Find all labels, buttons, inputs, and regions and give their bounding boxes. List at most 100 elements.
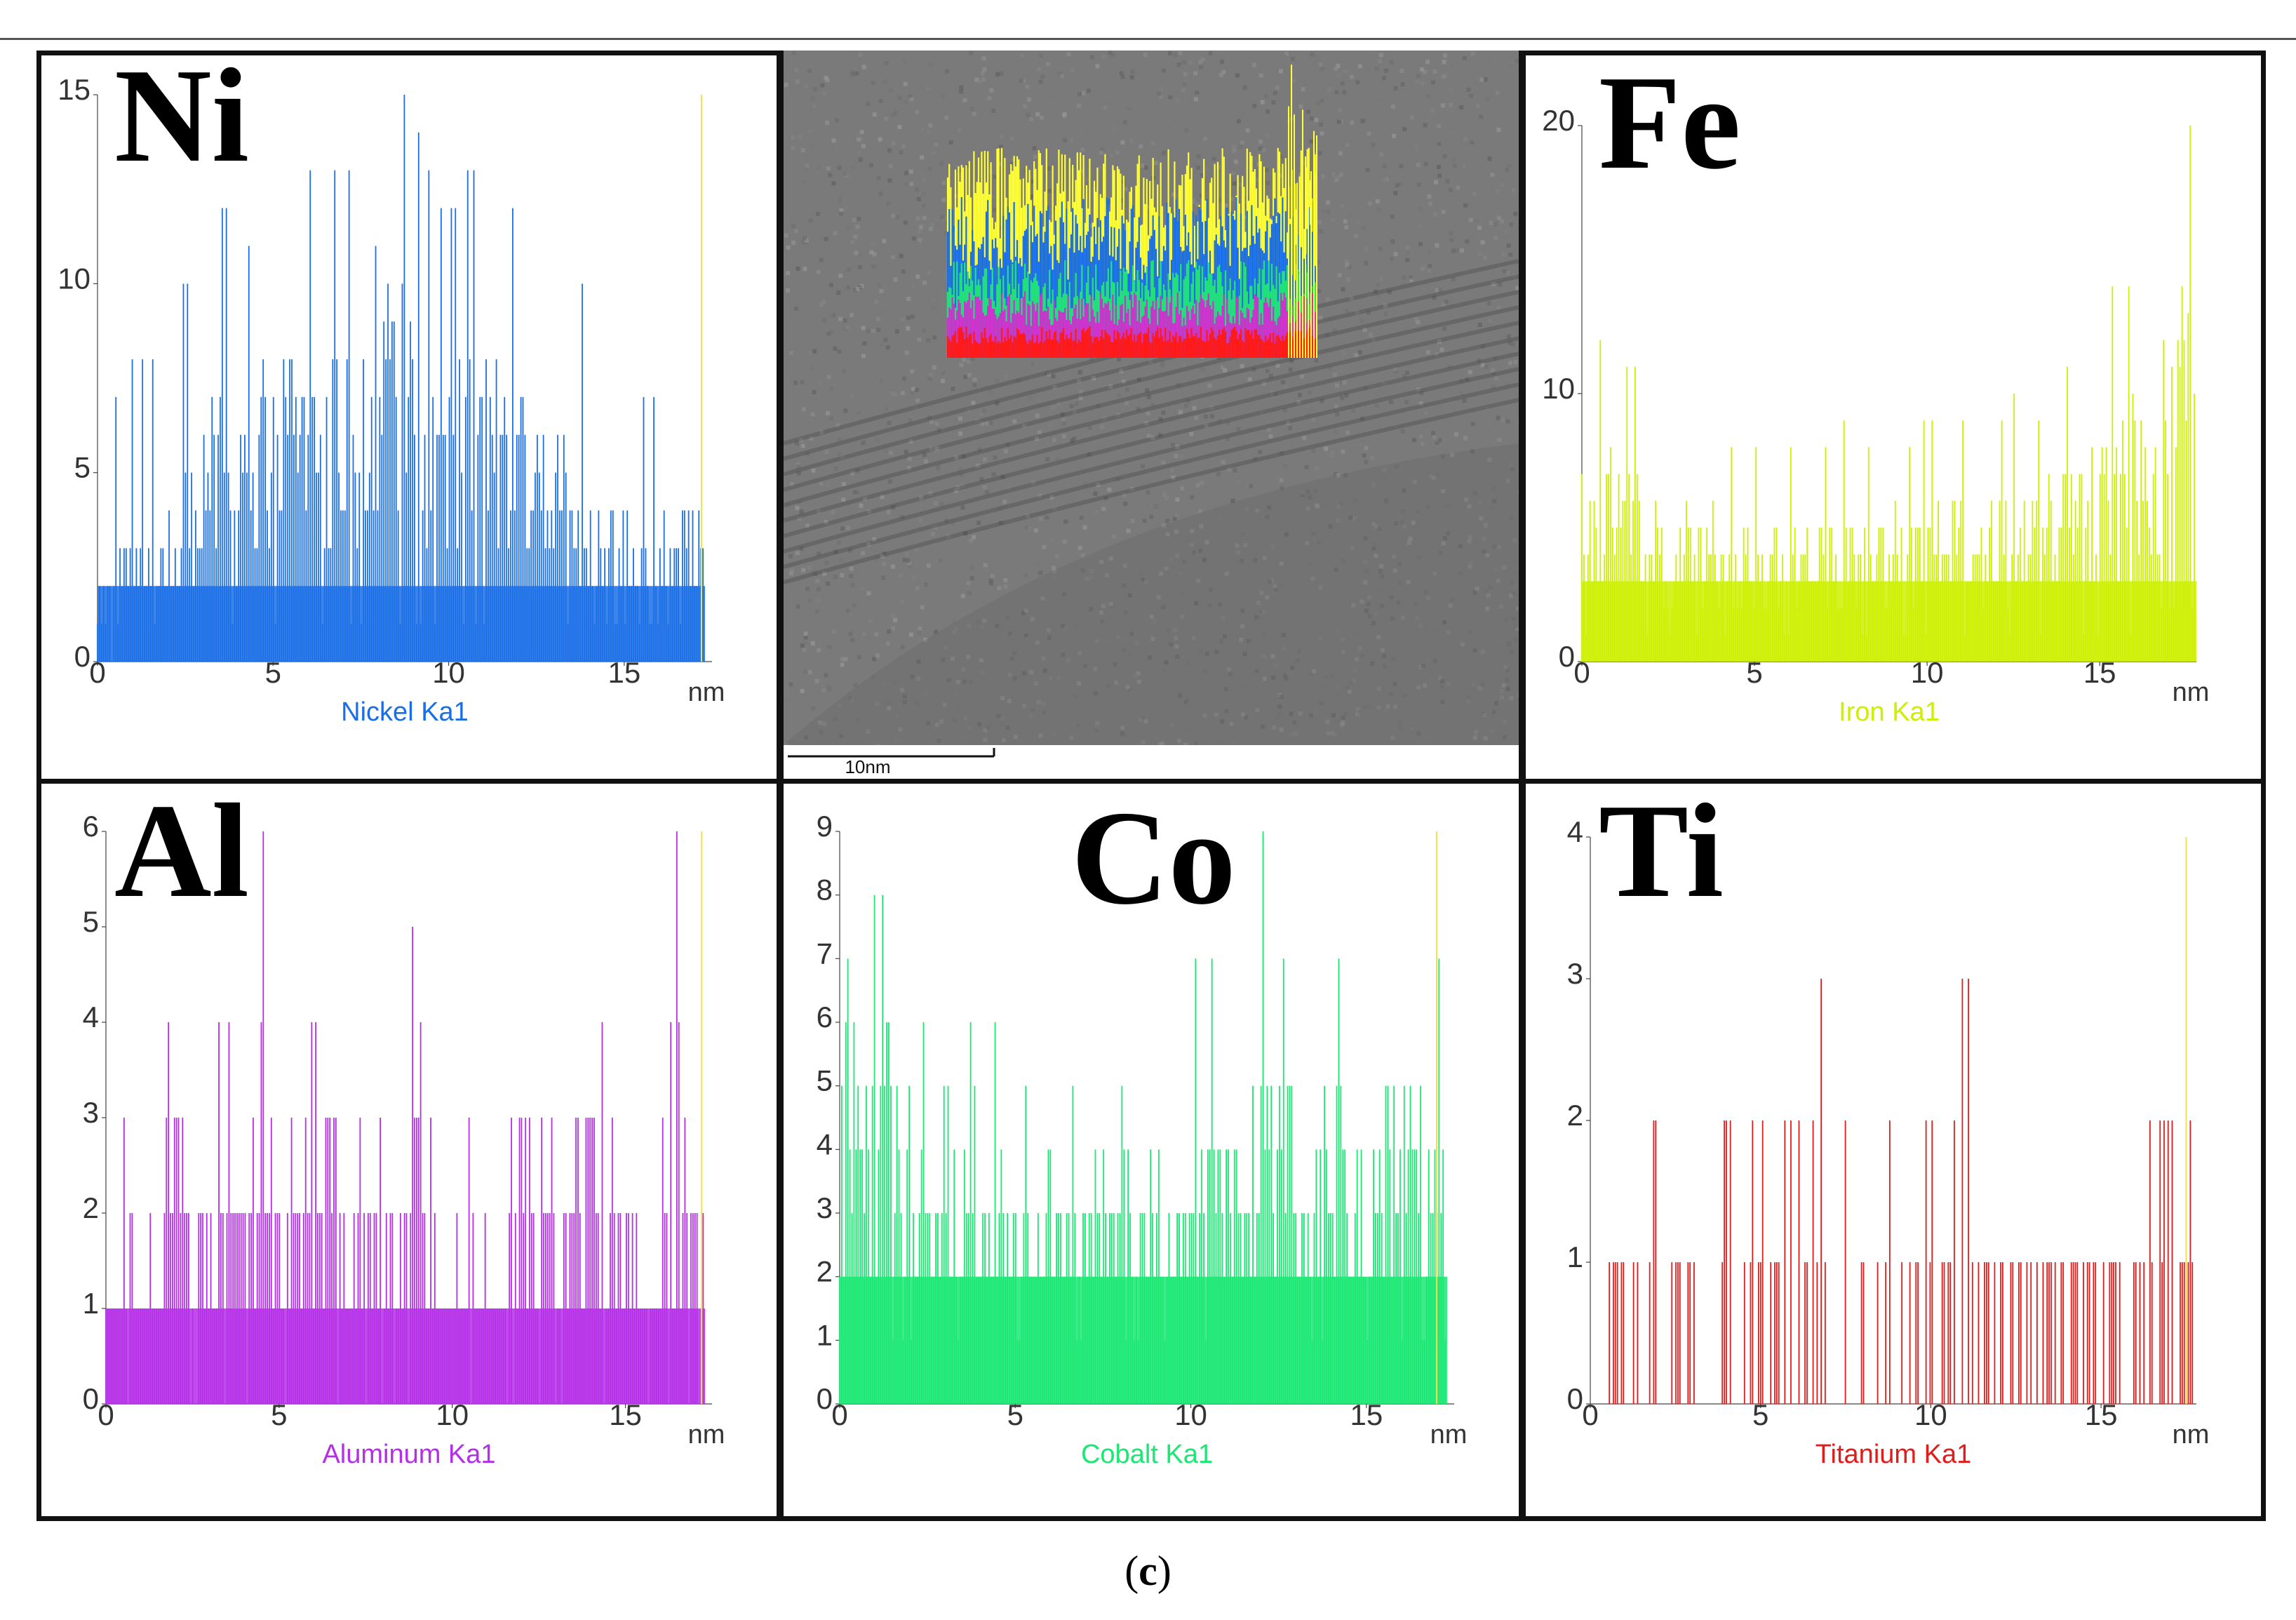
tem-grain xyxy=(1052,732,1056,737)
tem-fringe xyxy=(784,305,1519,492)
tem-grain xyxy=(1247,427,1251,431)
tem-grain xyxy=(1071,375,1076,380)
tem-grain xyxy=(951,521,955,526)
tem-grain xyxy=(1352,498,1357,503)
tem-grain xyxy=(1094,509,1099,514)
tem-grain xyxy=(841,497,846,502)
tem-grain xyxy=(950,506,955,510)
tem-grain xyxy=(826,711,831,716)
tem-grain xyxy=(988,389,993,394)
tem-grain xyxy=(1364,246,1369,251)
tem-grain xyxy=(991,194,995,199)
tem-grain xyxy=(831,138,836,143)
tem-grain xyxy=(1258,147,1263,151)
tem-grain xyxy=(998,506,1002,511)
tem-grain xyxy=(1318,316,1323,321)
tem-grain xyxy=(960,483,965,488)
tem-grain xyxy=(1108,602,1113,606)
tem-grain xyxy=(932,525,937,530)
tem-grain xyxy=(1481,344,1485,349)
tem-grain xyxy=(1141,464,1145,469)
tem-grain xyxy=(1371,142,1376,147)
tem-grain xyxy=(1093,667,1098,671)
tem-grain xyxy=(826,166,831,170)
tem-grain xyxy=(926,129,931,134)
tem-grain xyxy=(1367,595,1371,600)
tem-fringe xyxy=(784,398,1519,584)
tem-grain xyxy=(1411,521,1416,526)
tem-grain xyxy=(1463,436,1468,441)
tem-grain xyxy=(811,706,816,711)
tem-grain xyxy=(1468,629,1472,634)
tem-grain xyxy=(1115,634,1120,639)
tem-grain xyxy=(972,377,977,382)
tem-grain xyxy=(1511,188,1516,193)
tem-grain xyxy=(878,309,883,314)
tem-grain xyxy=(815,578,820,583)
tem-grain xyxy=(858,253,863,257)
tem-grain xyxy=(1319,700,1324,705)
tem-grain xyxy=(1273,91,1277,95)
tem-grain xyxy=(853,288,858,293)
tem-grain xyxy=(825,120,830,125)
tem-grain xyxy=(1183,403,1188,408)
tem-grain xyxy=(1031,179,1036,184)
tem-grain xyxy=(1264,168,1269,173)
tem-grain xyxy=(1447,656,1451,661)
tem-grain xyxy=(1367,704,1372,709)
tem-grain xyxy=(954,130,958,135)
tem-grain xyxy=(1111,534,1116,539)
tem-grain xyxy=(1161,68,1166,73)
tem-grain xyxy=(855,469,860,474)
tem-grain xyxy=(1123,366,1128,370)
tem-grain xyxy=(1143,166,1148,170)
tem-grain xyxy=(1011,158,1016,163)
tem-grain xyxy=(1440,454,1445,459)
tem-grain xyxy=(1332,732,1337,737)
tem-fringe xyxy=(784,321,1519,507)
tem-grain xyxy=(1150,141,1155,146)
tem-grain xyxy=(882,551,887,556)
tem-grain xyxy=(887,706,892,711)
tem-grain xyxy=(1240,558,1244,563)
tem-grain xyxy=(1446,682,1451,686)
tem-grain xyxy=(909,97,914,102)
tem-grain xyxy=(1262,654,1266,659)
tem-grain xyxy=(963,531,968,536)
tem-grain xyxy=(1431,431,1435,436)
tem-grain xyxy=(900,514,905,519)
tem-grain xyxy=(927,376,932,381)
tem-grain xyxy=(979,412,983,417)
tem-grain xyxy=(852,490,857,495)
tem-grain xyxy=(1310,720,1315,725)
tem-grain xyxy=(878,99,883,103)
tem-grain xyxy=(1435,288,1439,293)
tem-grain xyxy=(861,65,866,69)
tem-grain xyxy=(1009,136,1014,141)
tem-grain xyxy=(1284,676,1289,681)
tem-grain xyxy=(878,192,883,196)
tem-grain xyxy=(1039,53,1044,58)
tem-grain xyxy=(1370,661,1375,666)
tem-grain xyxy=(901,269,906,274)
tem-grain xyxy=(859,130,864,135)
tem-grain xyxy=(1130,69,1135,74)
tem-grain xyxy=(1324,565,1329,570)
tem-grain xyxy=(1463,203,1468,208)
tem-grain xyxy=(1484,589,1489,594)
x-unit-label: nm xyxy=(1430,1420,1468,1450)
tem-grain xyxy=(1404,251,1409,256)
tem-grain xyxy=(802,180,807,185)
tem-grain xyxy=(1377,208,1382,212)
tem-grain xyxy=(821,688,826,692)
tem-grain xyxy=(1418,434,1423,439)
series-name: Titanium Ka1 xyxy=(1815,1440,1971,1469)
tem-grain xyxy=(826,331,831,336)
tem-grain xyxy=(1036,699,1041,704)
tem-grain xyxy=(1073,695,1078,699)
tem-grain xyxy=(1177,693,1182,698)
tem-grain xyxy=(1416,73,1421,78)
tem-grain xyxy=(1513,624,1518,629)
tem-grain xyxy=(1435,438,1439,443)
